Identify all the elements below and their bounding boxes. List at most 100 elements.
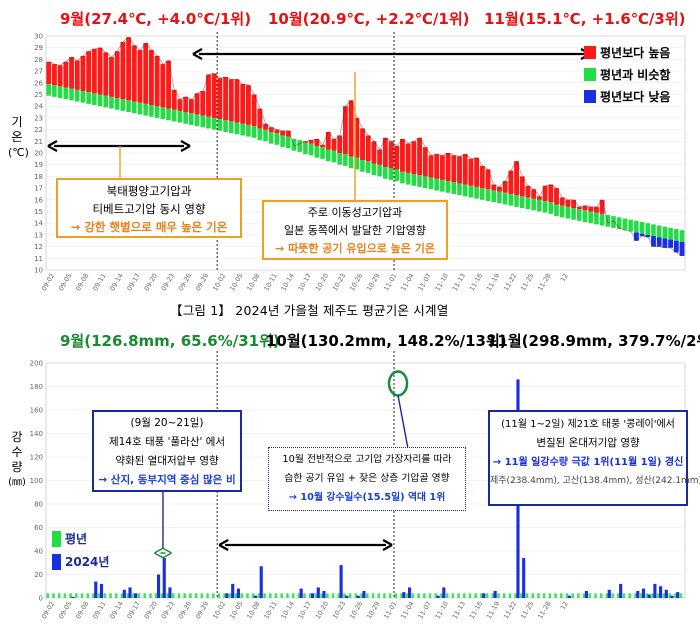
temp-normal-bar xyxy=(588,211,593,224)
temp-bar-above xyxy=(303,141,308,143)
temp-xtick-label: 10-11 xyxy=(262,272,278,292)
rain-xtick-label: 09-14 xyxy=(108,600,124,620)
temp-period-arrow-top-head-left xyxy=(192,48,203,60)
temp-normal-bar xyxy=(240,123,245,136)
temp-bar-above xyxy=(576,206,582,210)
temp-normal-bar xyxy=(474,186,479,199)
temp-normal-bar xyxy=(405,172,411,185)
temp-normal-bar xyxy=(480,188,485,200)
rain-box-c-line3: → 11월 일강수량 극값 1위(11월 1일) 경신 xyxy=(492,457,684,468)
temp-ytick-label: 16 xyxy=(34,196,43,204)
temp-normal-bar xyxy=(634,220,639,233)
temp-normal-bar xyxy=(137,102,143,115)
temp-xtick-label: 09-14 xyxy=(108,272,124,292)
temp-normal-bar xyxy=(497,191,502,204)
temp-normal-bar xyxy=(74,89,80,102)
temp-bar-below xyxy=(679,241,685,256)
temp-bar-above xyxy=(69,57,74,89)
temp-normal-bar xyxy=(514,195,519,207)
temp-bar-below xyxy=(668,239,674,248)
temp-normal-bar xyxy=(303,142,308,155)
temp-bar-above xyxy=(479,165,485,189)
rain-ytick-label: 120 xyxy=(30,454,43,462)
rain-ylabel: 강 수 량 (㎜) xyxy=(8,430,26,490)
temp-normal-bar xyxy=(377,164,382,177)
rain-xtick-label: 11-28 xyxy=(536,600,552,620)
temp-normal-bar xyxy=(400,171,405,184)
temp-normal-bar xyxy=(149,105,154,117)
rain-normal-bar xyxy=(468,593,472,598)
rain-bar-2024 xyxy=(659,586,663,598)
temp-box-a-line1: 북태평양고기압과 xyxy=(106,184,192,198)
rain-normal-bar xyxy=(189,593,192,598)
rain-bar-2024 xyxy=(339,565,343,598)
temp-xtick-label: 09-05 xyxy=(57,272,73,292)
temp-normal-bar xyxy=(251,126,257,138)
rain-normal-bar xyxy=(217,593,221,598)
temp-ylabel-3: (℃) xyxy=(8,146,29,159)
temp-normal-bar xyxy=(628,219,633,232)
temp-normal-bar xyxy=(554,204,559,217)
rain-normal-bar xyxy=(211,593,215,598)
temp-bar-above xyxy=(120,41,126,100)
temp-ylabel: 기 온 (℃) xyxy=(8,115,29,160)
temp-bar-above xyxy=(559,197,565,206)
rain-normal-bar xyxy=(46,593,50,598)
rain-box-c-line4: 제주(238.4mm), 고산(138.4mm), 성산(242.1mm) xyxy=(490,476,700,486)
rain-normal-bar xyxy=(348,593,352,598)
rain-normal-bar xyxy=(160,593,164,598)
temp-normal-bar xyxy=(63,87,69,100)
temp-bar-above xyxy=(542,185,548,201)
temp-normal-bar xyxy=(80,90,86,103)
temp-normal-bar xyxy=(371,163,377,176)
rain-ylabel-3: 량 xyxy=(11,460,23,474)
temp-ylabel-1: 기 xyxy=(11,115,23,129)
temp-header-oct: 10월(20.9℃, +2.2℃/1위) xyxy=(268,10,470,28)
temp-bar-above xyxy=(571,199,577,208)
temp-observed-line xyxy=(48,36,683,257)
rain-bar-2024 xyxy=(402,592,406,598)
temp-normal-bar xyxy=(86,92,91,104)
rain-bar-2024 xyxy=(322,590,326,598)
rain-normal-bar xyxy=(80,593,84,598)
temp-bar-above xyxy=(514,161,519,196)
rain-bar-2024 xyxy=(345,595,349,598)
temp-bar-above xyxy=(183,96,189,113)
temp-bar-above xyxy=(160,64,166,108)
rain-normal-bar xyxy=(52,593,55,598)
rain-ylabel-2: 수 xyxy=(11,445,23,459)
temp-ylabel-2: 온 xyxy=(11,130,23,144)
temp-normal-bar xyxy=(343,154,348,166)
temp-normal-bar xyxy=(103,95,109,108)
rain-ytick-label: 180 xyxy=(30,383,43,391)
temp-normal-bar xyxy=(365,161,371,173)
rain-ylabel-4: (㎜) xyxy=(8,477,26,488)
rain-normal-bar xyxy=(428,593,432,598)
temp-normal-bar xyxy=(177,110,183,123)
temp-bar-above xyxy=(451,155,457,183)
rain-normal-bar xyxy=(400,593,403,598)
temp-bar-above xyxy=(137,50,143,103)
temp-bar-above xyxy=(497,186,502,192)
temp-bar-above xyxy=(445,153,451,182)
temp-header-nov: 11월(15.1℃, +1.6℃/3위) xyxy=(484,10,686,28)
temp-bar-above xyxy=(314,138,320,146)
temp-bar-above xyxy=(91,48,97,94)
temp-xtick-label: 10-23 xyxy=(331,272,347,292)
rain-bar-2024 xyxy=(436,595,440,598)
rain-bar-2024 xyxy=(122,589,126,598)
rain-normal-bar xyxy=(69,593,72,598)
temp-normal-bar xyxy=(297,140,302,152)
temp-normal-bar xyxy=(485,189,491,201)
temp-normal-bar xyxy=(611,216,616,228)
rain-normal-bar xyxy=(166,593,169,598)
temp-normal-bar xyxy=(440,179,445,192)
temp-normal-bar xyxy=(320,147,325,159)
rain-xtick-label: 09-20 xyxy=(143,600,159,620)
temp-bar-above xyxy=(308,140,314,144)
temp-bar-above xyxy=(86,51,92,93)
temp-normal-bar xyxy=(263,129,268,142)
temp-bar-above xyxy=(171,89,177,110)
temp-bar-above xyxy=(257,108,263,129)
temp-period-arrow-sep-head-right xyxy=(180,140,191,152)
